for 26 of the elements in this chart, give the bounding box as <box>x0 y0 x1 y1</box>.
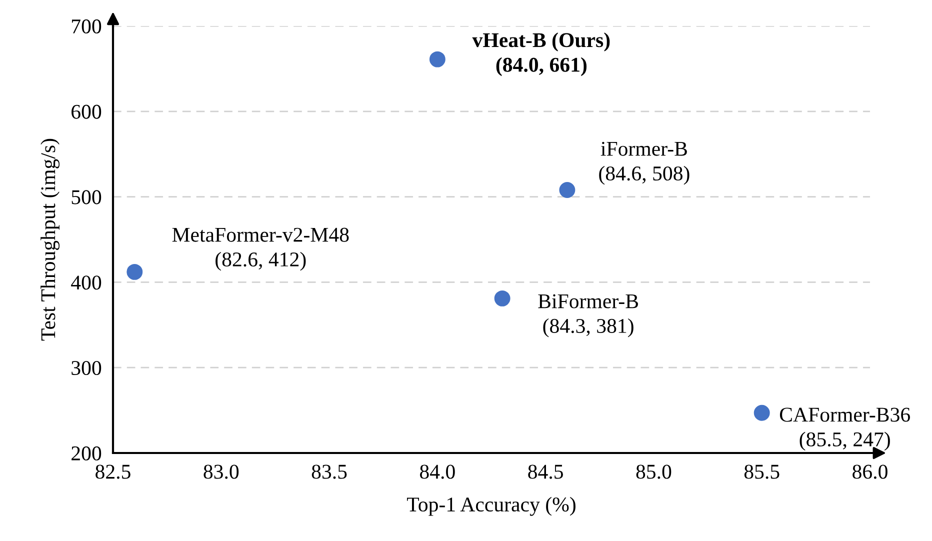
x-tick-label: 85.5 <box>744 464 780 479</box>
point <box>494 290 510 306</box>
x-tick-label: 84.5 <box>528 464 563 479</box>
annotation: CAFormer-B36 (85.5, 247) <box>780 408 910 451</box>
annotation: iFormer-B (84.6, 508) <box>599 142 690 185</box>
x-tick-label: 84.0 <box>420 464 455 479</box>
annotation: MetaFormer-v2-M48 (82.6, 412) <box>172 228 349 271</box>
x-tick-label: 85.0 <box>636 464 672 479</box>
point <box>754 404 770 421</box>
x-tick-label: 83.0 <box>204 464 239 479</box>
y-axis-title: Test Throughput (img/s) <box>40 138 60 341</box>
y-tick-label: 600 <box>72 104 102 119</box>
annotation: vHeat-B (Ours) (84.0, 661) <box>472 32 610 76</box>
y-tick-label: 400 <box>71 276 102 290</box>
y-tick-label: 700 <box>72 19 102 34</box>
x-axis-title: Top-1 Accuracy (%) <box>407 496 576 516</box>
y-tick-label: 300 <box>72 360 102 376</box>
point <box>559 182 576 198</box>
x-tick-label: 83.5 <box>312 464 347 479</box>
y-tick-label: 500 <box>72 190 102 204</box>
x-tick-label: 86.0 <box>852 464 888 479</box>
y-tick-label: 200 <box>72 446 102 460</box>
annotation: BiFormer-B (84.3, 381) <box>538 294 638 338</box>
point <box>429 51 446 68</box>
x-tick-label: 82.5 <box>96 464 130 479</box>
point <box>126 264 143 280</box>
